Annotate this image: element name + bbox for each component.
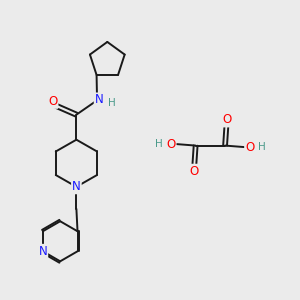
Text: O: O — [190, 165, 199, 178]
Text: N: N — [38, 245, 47, 258]
Text: H: H — [155, 139, 163, 149]
Text: O: O — [48, 95, 58, 108]
Text: O: O — [245, 141, 254, 154]
Text: H: H — [108, 98, 116, 109]
Text: H: H — [258, 142, 266, 152]
Text: N: N — [95, 93, 103, 106]
Text: O: O — [166, 138, 176, 151]
Text: O: O — [222, 113, 231, 127]
Text: N: N — [72, 180, 81, 193]
